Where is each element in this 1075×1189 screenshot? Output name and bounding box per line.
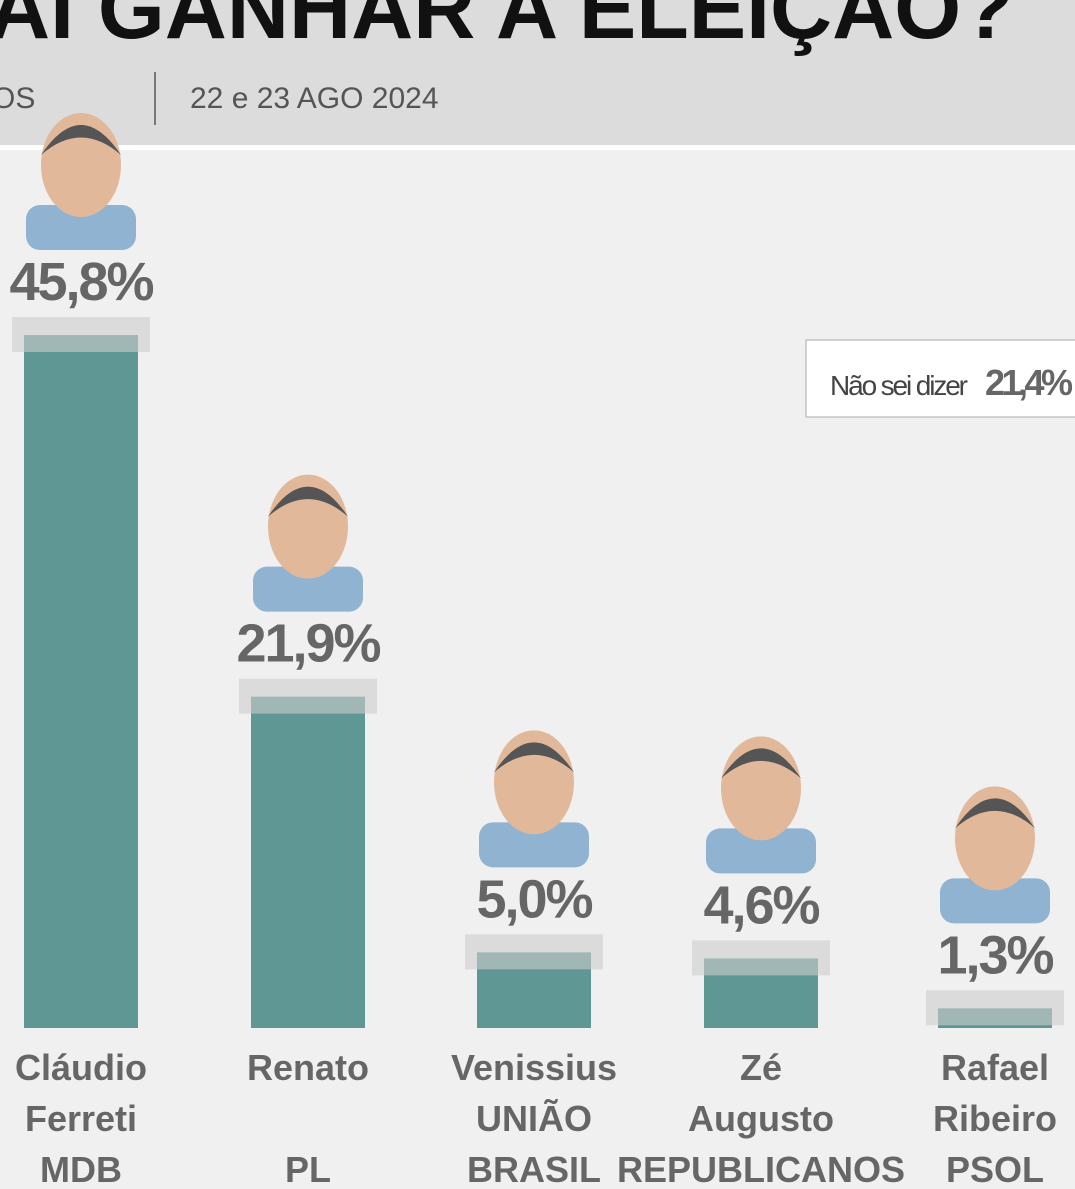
category-line: Cláudio (15, 1047, 147, 1088)
category-line: Augusto (688, 1098, 834, 1139)
subtitle: 22 e 23 AGO 2024 (190, 82, 439, 115)
category-label: Venissius (451, 1047, 617, 1088)
bar (24, 335, 138, 1028)
category-label: Cláudio Ferreti (15, 1047, 147, 1139)
party-label: MDB (40, 1149, 122, 1189)
bar-cap (239, 679, 377, 714)
subtitle-left: OS (0, 82, 35, 115)
value-label: 4,6% (703, 875, 819, 935)
bar (251, 697, 365, 1028)
party-line: UNIÃO (476, 1097, 592, 1139)
category-line: Ferreti (25, 1098, 137, 1139)
party-label: UNIÃO BRASIL (467, 1097, 601, 1189)
value-label: 45,8% (9, 252, 153, 312)
bar-cap (926, 990, 1064, 1025)
value-label: 21,9% (236, 614, 380, 674)
category-line: Renato (247, 1047, 369, 1088)
party-line: BRASIL (467, 1149, 601, 1189)
note-value: 21,4% (985, 362, 1073, 403)
category-line: Venissius (451, 1047, 617, 1088)
category-line: Zé (740, 1047, 782, 1088)
party-line: PL (285, 1149, 331, 1189)
chart-title: AI GANHAR A ELEIÇÃO? (0, 0, 1014, 57)
header-rule (0, 145, 1075, 150)
value-label: 5,0% (476, 869, 592, 929)
category-line: Ribeiro (933, 1098, 1057, 1139)
value-label: 1,3% (937, 925, 1053, 985)
party-label: PL (285, 1149, 331, 1189)
bar-cap (12, 317, 150, 352)
bar-cap (692, 940, 830, 975)
party-line: REPUBLICANOS (617, 1149, 905, 1189)
category-label: Rafael Ribeiro (933, 1047, 1057, 1139)
bar-cap (465, 934, 603, 969)
party-label: REPUBLICANOS (617, 1149, 905, 1189)
party-label: PSOL (946, 1149, 1044, 1189)
party-line: MDB (40, 1149, 122, 1189)
chart: AI GANHAR A ELEIÇÃO? OS 22 e 23 AGO 2024… (0, 0, 1075, 1189)
page: {"chart_data": {"type": "bar", "title": … (0, 0, 1075, 1189)
category-label: Zé Augusto (688, 1047, 834, 1139)
category-line: Rafael (941, 1047, 1049, 1088)
party-line: PSOL (946, 1149, 1044, 1189)
category-label: Renato (247, 1047, 369, 1088)
note-label: Não sei dizer (830, 370, 968, 401)
